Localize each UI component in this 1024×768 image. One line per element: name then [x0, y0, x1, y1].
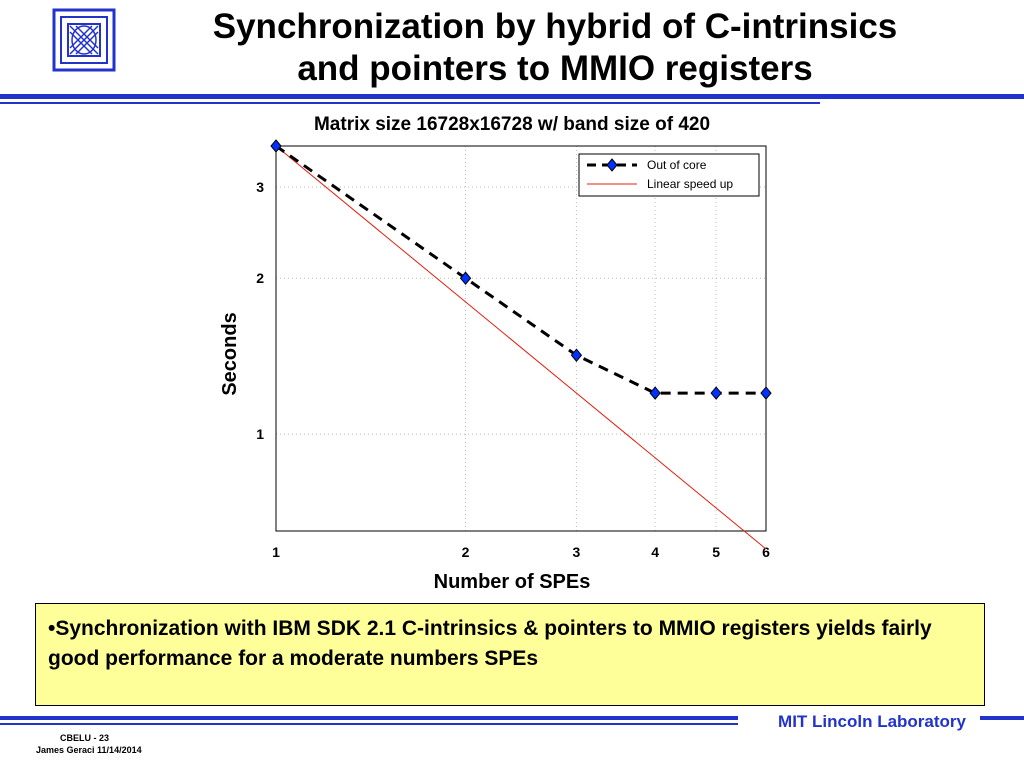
series-line-linear-speed-up: [275, 145, 767, 550]
data-point-out-of-core: [710, 386, 722, 400]
slide-title-line-1: Synchronization by hybrid of C-intrinsic…: [212, 7, 898, 46]
header-rule-thin: [0, 102, 820, 104]
header-rule: [0, 94, 1024, 99]
bullet-box: •Synchronization with IBM SDK 2.1 C-intr…: [35, 603, 985, 706]
x-tick-label: 1: [272, 544, 280, 560]
data-point-out-of-core: [459, 271, 472, 285]
chart-grid: [275, 146, 767, 531]
footer-rule-thin: [0, 723, 738, 725]
x-tick-label: 5: [712, 544, 720, 560]
footer-rule-right: [980, 716, 1024, 720]
x-tick-labels: 1 2 3 4 5 6: [272, 544, 770, 560]
speedup-chart: Matrix size 16728x16728 w/ band size of …: [219, 114, 772, 593]
x-tick-label: 2: [462, 544, 470, 560]
x-tick-label: 6: [762, 544, 770, 560]
slide-title-line-2: and pointers to MMIO registers: [297, 49, 813, 88]
legend-box: [578, 153, 760, 197]
y-tick-label: 3: [256, 179, 264, 195]
slide-title: Synchronization by hybrid of C-intrinsic…: [140, 6, 970, 90]
x-tick-label: 4: [651, 544, 659, 560]
series-layer: [270, 139, 772, 550]
data-point-out-of-core: [760, 386, 772, 400]
footer-author: James Geraci 11/14/2014: [36, 745, 142, 755]
plot-frame: [275, 145, 767, 532]
legend: Out of core Linear speed up: [578, 153, 760, 197]
series-line-out-of-core: [275, 144, 766, 395]
y-axis-label: Seconds: [219, 312, 241, 395]
data-point-out-of-core: [570, 348, 583, 363]
y-tick-label: 2: [256, 270, 264, 286]
chart-title: Matrix size 16728x16728 w/ band size of …: [314, 114, 710, 135]
slide-number: CBELU - 23: [60, 733, 110, 743]
legend-marker-out-of-core: [606, 158, 618, 172]
y-tick-labels: 1 2 3: [256, 179, 264, 442]
legend-label-out-of-core: Out of core: [647, 158, 707, 172]
footer-rule: [0, 716, 738, 720]
legend-label-linear: Linear speed up: [647, 177, 733, 191]
x-tick-label: 3: [573, 544, 581, 560]
bullet-text: •Synchronization with IBM SDK 2.1 C-intr…: [48, 617, 932, 670]
data-point-out-of-core: [649, 386, 661, 400]
lab-name: MIT Lincoln Laboratory: [778, 712, 966, 731]
y-tick-label: 1: [256, 426, 264, 442]
lincoln-lab-logo: [52, 8, 116, 72]
data-point-out-of-core: [270, 139, 282, 153]
x-axis-label: Number of SPEs: [434, 571, 591, 593]
